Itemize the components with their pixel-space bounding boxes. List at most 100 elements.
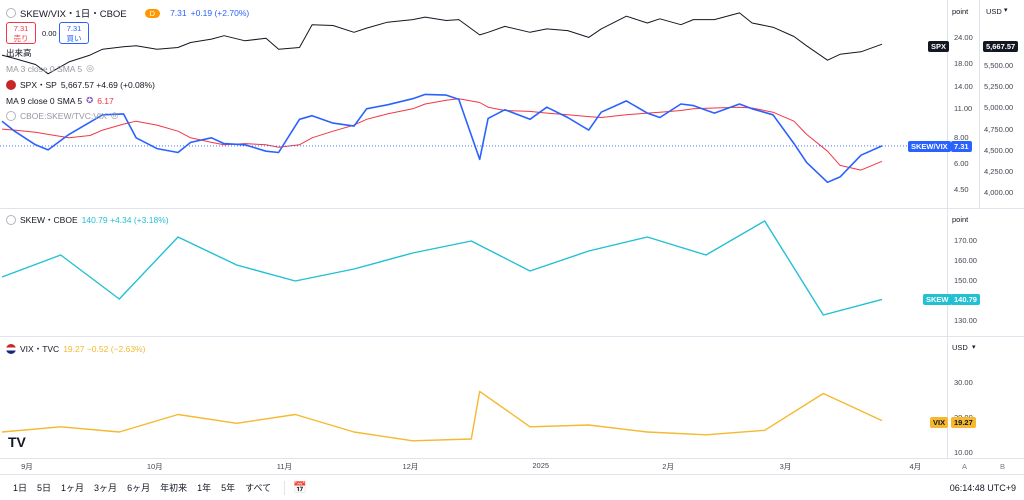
range-1d[interactable]: 1日 [13,483,28,493]
ratio-tag: SKEW/VIX [908,141,951,152]
vix-label[interactable]: VIX・TVC [20,344,60,354]
ma9-legend[interactable]: MA 9 close 0 SMA 5 ✪ 6.17 [6,95,114,106]
skew-tag: SKEW [923,294,952,305]
time-tick: 10月 [146,462,163,471]
interval-badge[interactable]: D [144,8,161,18]
time-tick: 9月 [21,462,33,471]
main-pane[interactable] [0,0,947,208]
spx-tick: 4,500.00 [984,145,1014,155]
ma9-value: 6.17 [97,95,114,106]
ratio-tick: 18.00 [954,59,973,69]
skew-line[interactable] [1,220,883,316]
spx-tick: 5,000.00 [984,103,1014,113]
skew-axis-title[interactable]: point [952,215,969,224]
skew-tick: 150.00 [954,276,977,285]
symbol-legend[interactable]: SKEW/VIX・1日・CBOE D 7.31 +0.19 (+2.70%) [6,6,249,20]
vix-pane[interactable] [0,337,947,458]
time-tick: 4月 [909,462,922,471]
range-5d[interactable]: 5日 [37,483,52,493]
bottom-toolbar: 1日 5日 1ヶ月 3ヶ月 6ヶ月 年初来 1年 5年 すべて 📅 06:14:… [0,474,1024,500]
spx-tick: 4,000.00 [984,188,1014,197]
spx-tick: 4,750.00 [984,124,1014,134]
sell-price: 7.31 [13,24,29,33]
time-tick: 12月 [402,462,419,471]
spx-axis-title[interactable]: USD [986,7,1002,16]
ratio-legend[interactable]: CBOE:SKEW/TVC:VIX ◎ [6,110,118,121]
ratio-icon [6,110,16,121]
buy-price: 7.31 [66,24,82,33]
spx-tick: 4,250.00 [984,166,1014,176]
skew-chart-svg[interactable] [0,209,947,336]
spread-value: 0.00 [42,29,57,38]
range-1m[interactable]: 1ヶ月 [61,483,85,493]
ratio-tick: 14.00 [954,81,973,91]
vix-tick: 10.00 [954,448,973,457]
ma9-line[interactable] [1,98,883,171]
spx-price-tag: 5,667.57 [983,41,1019,52]
skew-legend[interactable]: SKEW・CBOE 140.79 +4.34 (+3.18%) [6,214,169,226]
symbol-icon [6,8,16,18]
pane-separator-2[interactable] [0,336,1024,337]
vix-price-tag: 19.27 [951,417,976,428]
sell-label: 売り [13,34,29,43]
sell-button[interactable]: 7.31 売り [6,22,36,44]
range-all[interactable]: すべて [245,483,272,493]
range-ytd[interactable]: 年初来 [160,483,188,493]
spx-label[interactable]: SPX・SP [20,80,57,90]
skew-price-tag: 140.79 [951,294,980,305]
ratio-axis-title[interactable]: point [952,7,969,16]
skew-tick: 130.00 [954,316,977,325]
indicator-icon: ✪ [86,95,94,105]
vix-tag: VIX [930,417,949,428]
spx-tag: SPX [928,41,950,52]
main-chart-svg[interactable] [0,0,947,208]
range-3m[interactable]: 3ヶ月 [94,483,118,493]
vix-tick: 30.00 [954,378,973,387]
ratio-price-tag: 7.31 [951,141,972,152]
ma3-label[interactable]: MA 3 close 0 SMA 5 [6,63,83,74]
skew-label[interactable]: SKEW・CBOE [20,215,78,225]
calendar-icon[interactable]: 📅 [293,482,307,494]
range-6m[interactable]: 6ヶ月 [127,483,151,493]
skew-tick: 160.00 [954,256,977,265]
buy-button[interactable]: 7.31 買い [59,22,89,44]
range-1y[interactable]: 1年 [197,483,212,493]
axis-divider-2 [979,0,980,208]
volume-label[interactable]: 出来高 [6,48,32,58]
ratio-line[interactable] [1,93,883,184]
range-5y[interactable]: 5年 [221,483,236,493]
skew-icon [6,215,16,225]
symbol-title[interactable]: SKEW/VIX・1日・CBOE [20,9,127,20]
time-axis-line [0,458,1024,459]
vix-legend[interactable]: VIX・TVC 19.27 −0.52 (−2.63%) [6,343,145,355]
vix-axis-title[interactable]: USD [952,343,968,352]
chevron-down-icon[interactable]: ▾ [1004,7,1008,14]
chevron-down-icon-2[interactable]: ▾ [972,344,976,351]
ma9-label[interactable]: MA 9 close 0 SMA 5 [6,95,83,106]
auto-scale-button[interactable]: A [962,462,968,471]
us-flag-icon [6,344,16,354]
axis-divider [947,0,948,458]
log-scale-button[interactable]: B [1000,462,1006,471]
ratio-tick: 8.00 [954,132,969,142]
pane-separator[interactable] [0,208,1024,209]
ratio-tick: 24.00 [954,33,973,42]
time-tick: 2025 [532,461,550,470]
divider [284,480,286,495]
volume-legend[interactable]: 出来高 [6,47,32,59]
skew-pane[interactable] [0,209,947,336]
ratio-tick: 4.50 [954,185,969,194]
vix-line[interactable] [1,390,883,442]
ratio-tick: 6.00 [954,158,969,168]
ma3-legend[interactable]: MA 3 close 0 SMA 5 ◎ [6,63,94,74]
spx-legend[interactable]: SPX・SP 5,667.57 +4.69 (+0.08%) [6,79,155,91]
vix-chart-svg[interactable] [0,337,947,458]
ratio-symbol[interactable]: CBOE:SKEW/TVC:VIX [20,110,107,121]
clock-readout[interactable]: 06:14:48 UTC+9 [949,482,1016,493]
eye-off-icon-2[interactable]: ◎ [110,110,119,120]
eye-off-icon[interactable]: ◎ [86,63,94,73]
time-tick: 3月 [779,462,792,471]
price-change: +0.19 (+2.70%) [190,8,250,18]
tradingview-logo[interactable]: TV [8,434,26,450]
spx-line[interactable] [1,12,883,75]
